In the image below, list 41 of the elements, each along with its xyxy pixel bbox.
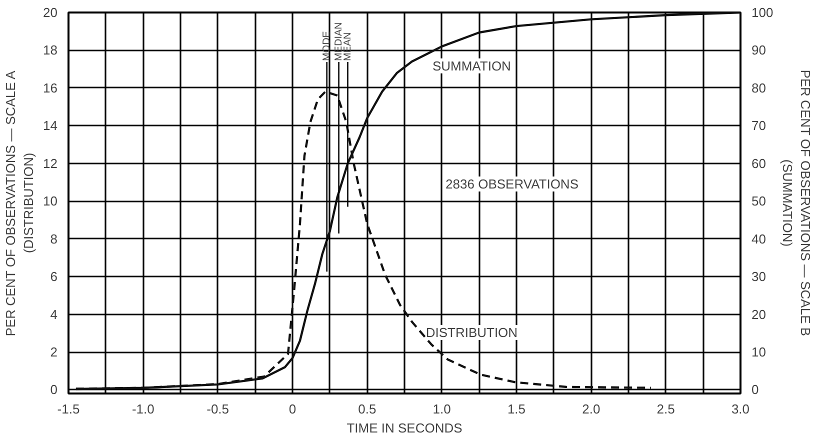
x-axis-title: TIME IN SECONDS [346,420,463,436]
y2-tick-label: 70 [752,118,766,134]
x-tick-label: 2.5 [656,402,675,416]
y-tick-label: 14 [43,118,58,134]
y2-tick-label: 80 [752,80,766,96]
ref-line-label: MODE [321,30,332,62]
y2-tick-label: 40 [752,231,766,246]
y-tick-label: 6 [50,269,58,284]
x-tick-label: 1.5 [507,402,526,416]
x-tick-label: 2.0 [582,402,600,416]
ref-line-label: MEDIAN [333,22,344,62]
y-tick-label: 8 [50,231,58,246]
y2-tick-label: 50 [752,194,766,209]
y2-tick-label: 60 [752,156,766,171]
y-axis-title: PER CENT OF OBSERVATIONS — SCALE A (DISTRIBUTION) [3,70,36,336]
x-tick-label: -1.0 [132,402,154,416]
annotation: 2836 OBSERVATIONS [446,176,579,192]
x-tick-label: -1.5 [57,402,80,416]
y-tick-label: 10 [43,194,58,209]
series-label: DISTRIBUTION [426,325,518,340]
ref-line-label: MEAN [342,32,354,62]
series-label: SUMMATION [432,58,511,74]
y-tick-label: 12 [43,156,58,171]
x-tick-label: 0.5 [358,402,376,416]
x-tick-label: 1.0 [432,402,451,416]
x-tick-label: 3.0 [731,402,750,416]
y2-tick-label: 30 [752,269,766,284]
y2-tick-label: 90 [752,42,766,58]
y2-tick-label: 0 [752,382,759,398]
y2-tick-label: 10 [752,344,766,360]
x-tick-label: 0 [288,402,296,416]
y2-tick-label: 100 [752,5,774,20]
y-tick-label: 20 [43,5,58,20]
y-tick-label: 18 [43,42,58,58]
y2-axis-title: PER CENT OF OBSERVATIONS — SCALE B (SUMMATION) [780,70,814,336]
y2-tick-label: 20 [752,306,766,322]
y-tick-label: 4 [50,306,58,322]
y-tick-label: 0 [50,382,58,398]
y-tick-label: 16 [43,80,58,96]
y-tick-label: 2 [50,344,58,360]
x-tick-label: -0.5 [206,402,230,416]
